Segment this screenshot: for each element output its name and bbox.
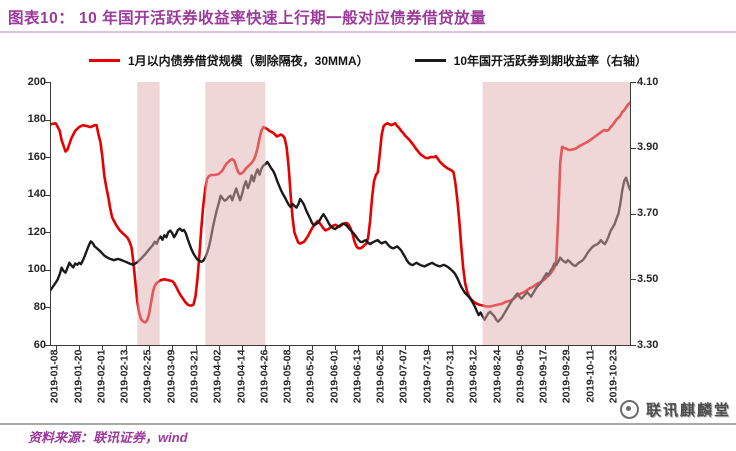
x-axis-tick-label: 2019-03-21 — [188, 349, 201, 404]
x-axis-tick — [148, 346, 150, 350]
x-axis-tick-label: 2019-02-13 — [118, 349, 131, 404]
x-axis-tick-label: 2019-08-24 — [491, 349, 504, 404]
y-axis-right-tick-label: 3.90 — [637, 141, 659, 154]
red-line-swatch-icon — [88, 58, 120, 62]
x-axis-tick-label: 2019-01-20 — [72, 349, 85, 404]
x-axis-tick-label: 2019-01-08 — [48, 349, 61, 404]
watermark-text: 联讯麒麟堂 — [645, 402, 731, 419]
y-axis-right-tick-label: 3.50 — [637, 272, 659, 285]
figure-title: 图表10： 10 年国开活跃券收益率快速上行期一般对应债券借贷放量 — [8, 10, 487, 27]
x-axis-tick-label: 2019-05-08 — [281, 349, 294, 404]
x-axis-tick-label: 2019-06-13 — [351, 349, 364, 404]
y-axis-left-tick — [45, 119, 50, 121]
y-axis-right-tick — [631, 213, 636, 215]
x-axis-tick — [172, 346, 174, 350]
x-axis-tick-label: 2019-06-25 — [374, 349, 387, 404]
x-axis-tick-label: 2019-09-05 — [514, 349, 527, 404]
x-axis-tick — [451, 346, 453, 350]
x-axis-tick — [474, 346, 476, 350]
x-axis-tick-label: 2019-04-26 — [258, 349, 271, 404]
highlight-band — [205, 82, 266, 345]
brand-logo-icon — [619, 400, 639, 419]
x-axis-tick-label: 2019-03-09 — [165, 349, 178, 404]
x-axis-tick — [567, 346, 569, 350]
y-axis-right-tick — [631, 82, 636, 83]
title-separator — [0, 31, 736, 33]
y-axis-right-tick-label: 3.70 — [637, 207, 659, 219]
x-axis-tick — [55, 346, 57, 350]
x-axis-tick — [614, 346, 616, 350]
y-axis-left-tick — [45, 82, 50, 83]
x-axis-tick-label: 2019-10-11 — [584, 349, 597, 403]
plot-canvas — [50, 82, 630, 345]
legend-item-yield: 10年国开活跃券到期收益率（右轴） — [414, 52, 648, 69]
x-axis-tick — [195, 346, 197, 350]
x-axis-tick — [498, 346, 500, 350]
y-axis-left-tick — [45, 269, 50, 271]
y-axis-left-tick — [45, 232, 50, 234]
x-axis-tick — [102, 346, 104, 350]
x-axis-tick — [405, 346, 406, 350]
x-axis-tick — [335, 346, 337, 350]
x-axis-tick — [218, 346, 220, 350]
y-axis-left-tick — [45, 194, 50, 196]
y-axis-left-tick — [45, 157, 50, 159]
y-axis-left-tick-label: 120 — [27, 225, 46, 238]
y-axis-left-tick-label: 180 — [27, 113, 46, 126]
x-axis-tick-label: 2019-10-23 — [607, 349, 620, 404]
y-axis-right-tick — [631, 279, 636, 281]
x-axis-tick-label: 2019-07-07 — [397, 349, 410, 404]
highlight-band — [137, 82, 160, 345]
legend-item-borrowing: 1月以内债券借贷规模（剔除隔夜，30MMA） — [88, 52, 369, 69]
source-note: 资料来源：联讯证券，wind — [28, 430, 188, 445]
y-axis-left-tick-label: 60 — [33, 338, 46, 351]
x-axis-line — [50, 345, 631, 346]
x-axis-tick — [521, 346, 523, 350]
black-line-swatch-icon — [414, 58, 446, 62]
x-axis-tick — [358, 346, 360, 350]
y-axis-left-tick-label: 140 — [27, 188, 46, 201]
x-axis-tick — [591, 346, 593, 350]
x-axis-tick-label: 2019-09-29 — [560, 349, 573, 404]
y-axis-right-line — [630, 82, 631, 346]
x-axis-tick-label: 2019-08-12 — [467, 349, 480, 404]
y-axis-right-tick-label: 3.30 — [637, 338, 659, 351]
x-axis-tick-label: 2019-09-17 — [537, 349, 550, 404]
x-axis-tick-label: 2019-06-01 — [328, 349, 341, 404]
y-axis-left-line — [50, 82, 51, 346]
x-axis-tick-label: 2019-05-20 — [304, 349, 317, 404]
x-axis-tick-label: 2019-02-01 — [95, 349, 108, 404]
y-axis-left-tick-label: 100 — [27, 263, 46, 276]
y-axis-left-tick — [45, 307, 50, 309]
x-axis-tick-label: 2019-07-31 — [444, 349, 457, 404]
x-axis-tick-label: 2019-04-02 — [211, 349, 224, 404]
x-axis-tick-label: 2019-07-19 — [421, 349, 434, 404]
legend-label: 10年国开活跃券到期收益率（右轴） — [453, 53, 648, 68]
legend-label: 1月以内债券借贷规模（剔除隔夜，30MMA） — [127, 53, 369, 68]
footer-separator — [0, 423, 736, 425]
x-axis-tick — [381, 346, 383, 350]
x-axis-tick — [265, 346, 267, 350]
y-axis-left-tick — [45, 345, 50, 346]
legend: 1月以内债券借贷规模（剔除隔夜，30MMA） 10年国开活跃券到期收益率（右轴） — [0, 52, 736, 68]
x-axis-tick — [79, 346, 81, 350]
y-axis-left-tick-label: 200 — [27, 75, 46, 88]
x-axis-tick-label: 2019-02-25 — [141, 349, 154, 404]
x-axis-tick — [428, 346, 430, 350]
y-axis-right-tick-label: 4.10 — [637, 75, 659, 88]
highlight-band — [482, 82, 630, 345]
y-axis-right-tick — [631, 345, 636, 346]
x-axis-tick — [288, 346, 290, 350]
y-axis-left-tick-label: 80 — [33, 300, 46, 313]
x-axis-tick — [544, 346, 546, 350]
y-axis-left-tick-label: 160 — [27, 150, 46, 163]
y-axis-right-tick — [631, 147, 636, 149]
x-axis-tick — [242, 346, 243, 350]
x-axis-tick — [125, 346, 127, 350]
x-axis-tick — [311, 346, 313, 350]
watermark: 联讯麒麟堂 — [619, 399, 731, 420]
x-axis-tick-label: 2019-04-14 — [235, 349, 248, 404]
